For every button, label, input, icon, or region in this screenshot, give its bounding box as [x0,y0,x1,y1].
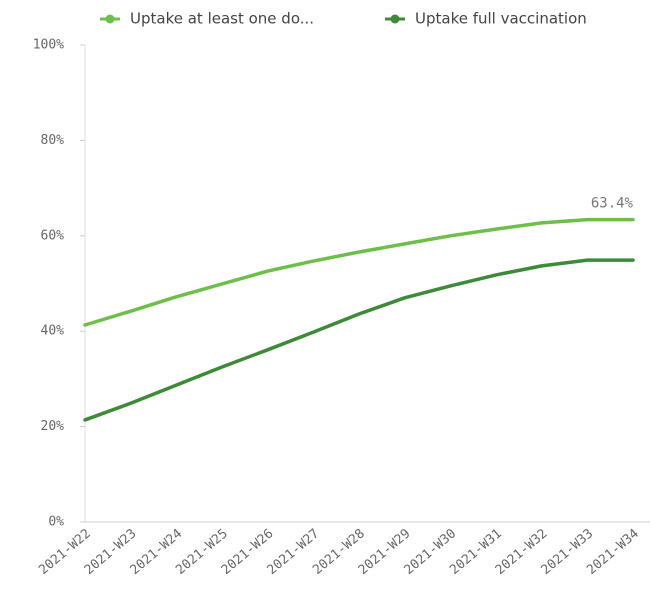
legend-label: Uptake full vaccination [415,10,587,28]
y-tick-label: 20% [41,419,65,434]
y-tick-label: 60% [41,228,65,243]
legend-marker [390,14,400,24]
legend-marker [105,14,115,24]
legend-label: Uptake at least one do... [130,10,314,28]
y-tick-label: 40% [41,324,65,339]
y-tick-label: 0% [48,515,64,530]
series-line [83,258,635,422]
data-label: 63.4% [591,196,634,212]
series-line [83,217,635,327]
y-tick-label: 100% [33,38,64,53]
y-tick-label: 80% [41,133,65,148]
